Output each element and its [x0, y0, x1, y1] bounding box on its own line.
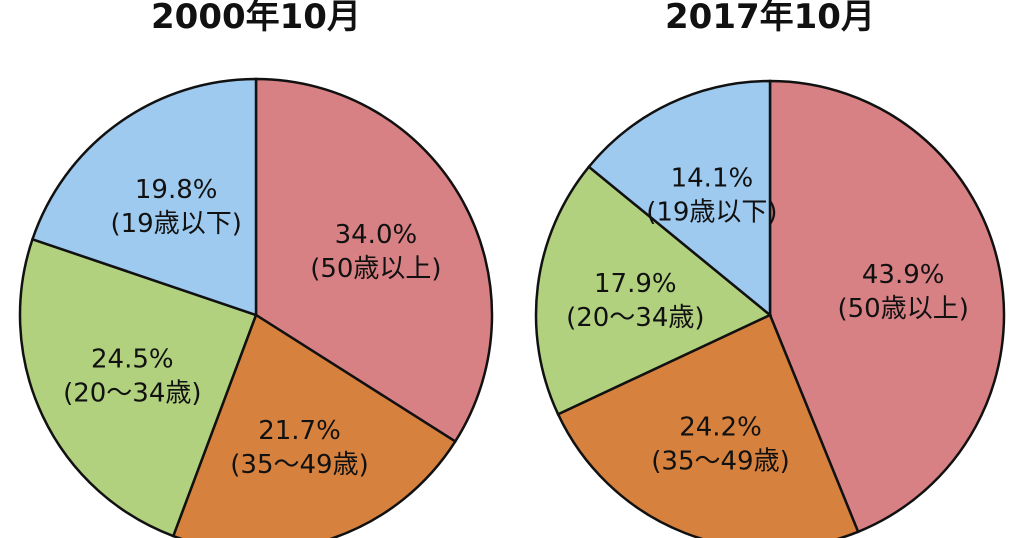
- pie-slice: [18, 237, 258, 538]
- slice-value-label: 21.7%: [258, 416, 341, 446]
- slice-category-label: (19歳以下): [646, 197, 777, 227]
- slice-category-label: (19歳以下): [111, 209, 242, 239]
- pie-chart-2: 2017年10月 43.9% (50歳以上) 24.2% (35〜49歳) 17.9% (2…: [534, 0, 1006, 538]
- pie-slice: [556, 313, 860, 538]
- chart-title: 2017年10月: [665, 0, 875, 37]
- pie-slice: [30, 77, 258, 317]
- chart-title: 2000年10月: [151, 0, 361, 37]
- pie-slice: [254, 77, 494, 444]
- slice-category-label: (20〜34歳): [63, 379, 201, 409]
- pie-slice: [587, 79, 772, 318]
- slice-value-label: 19.8%: [135, 175, 218, 205]
- pie-slice: [171, 313, 457, 538]
- slice-category-label: (50歳以上): [838, 294, 969, 324]
- pie-slice: [768, 79, 1006, 534]
- slice-value-label: 24.5%: [91, 345, 174, 375]
- pie-chart-1: 2000年10月 34.0% (50歳以上) 21.7% (35〜49歳) 24.5% (2…: [18, 0, 494, 538]
- slice-category-label: (35〜49歳): [230, 450, 368, 480]
- slice-value-label: 34.0%: [335, 220, 418, 250]
- slice-value-label: 24.2%: [679, 412, 762, 442]
- pie-slice: [534, 165, 773, 416]
- slice-value-label: 14.1%: [671, 163, 754, 193]
- slice-category-label: (50歳以上): [310, 254, 441, 284]
- slice-value-label: 43.9%: [862, 260, 945, 290]
- slice-category-label: (20〜34歳): [566, 303, 704, 333]
- slice-value-label: 17.9%: [594, 269, 677, 299]
- slice-category-label: (35〜49歳): [651, 446, 789, 476]
